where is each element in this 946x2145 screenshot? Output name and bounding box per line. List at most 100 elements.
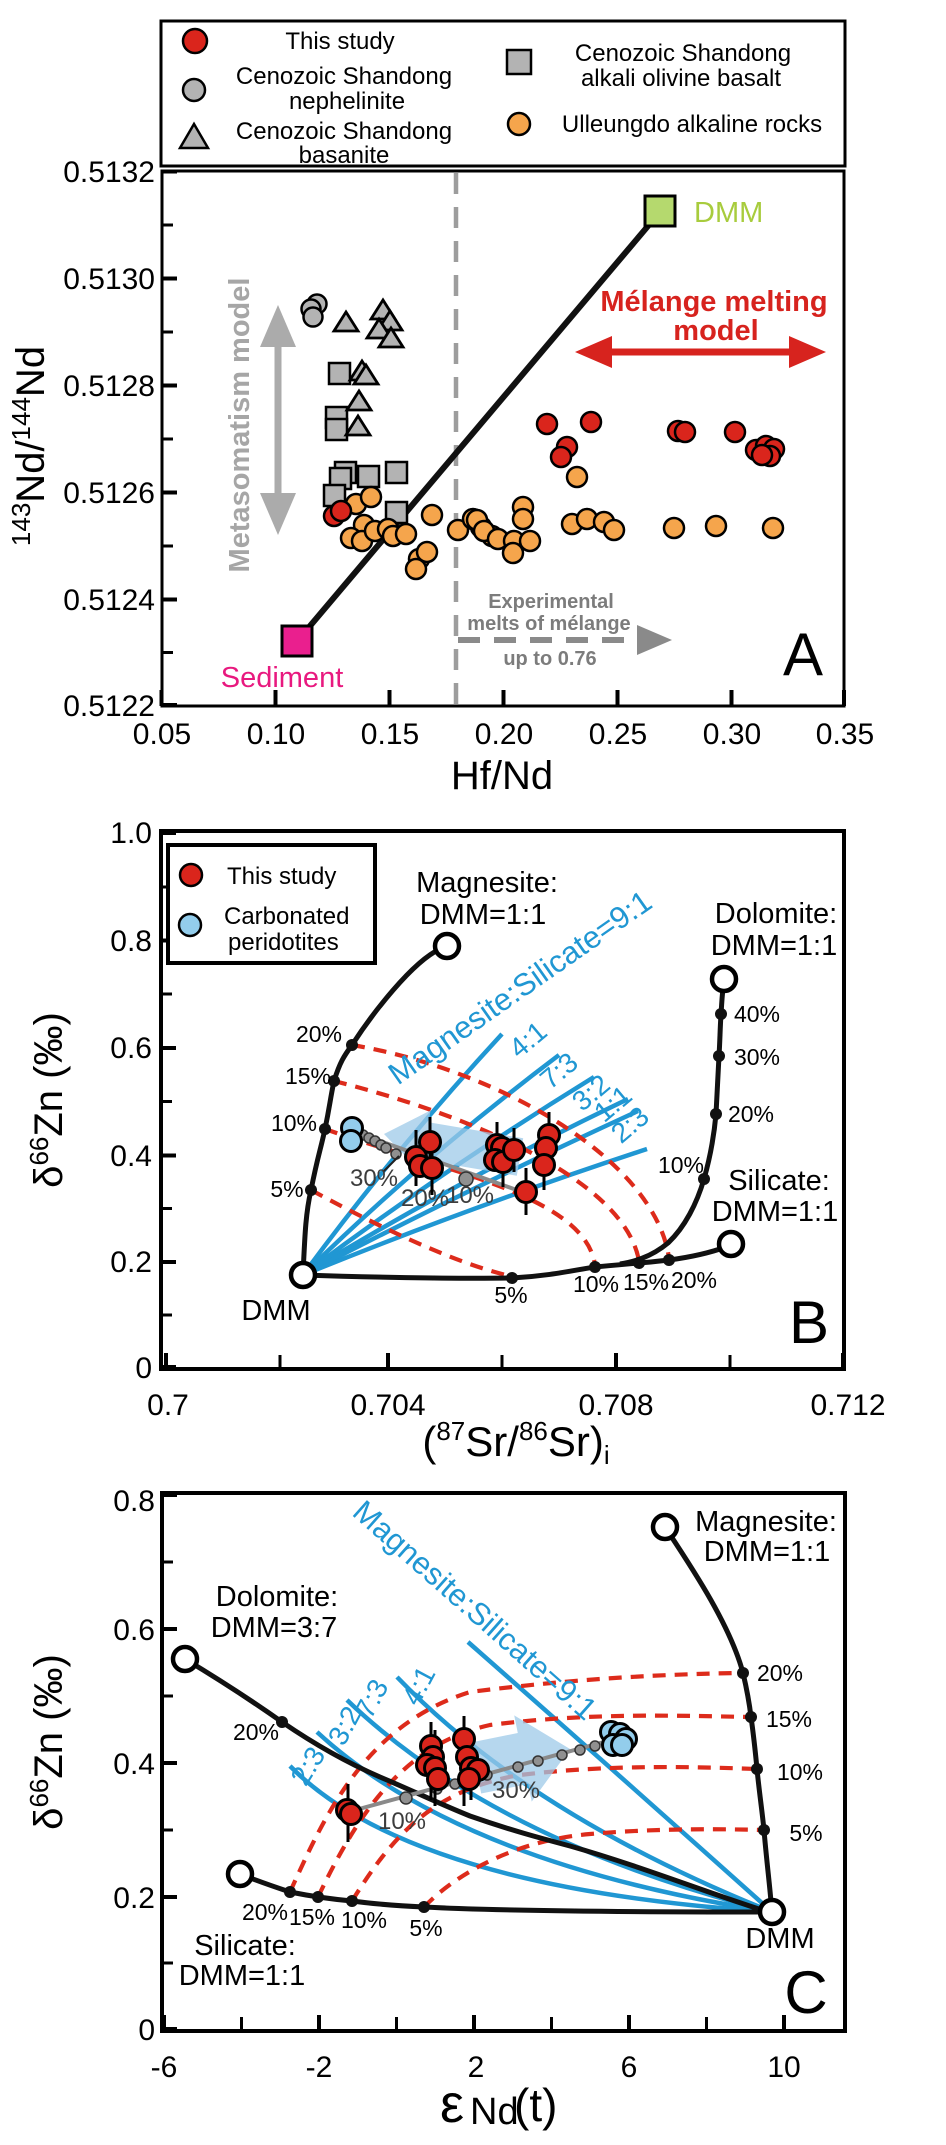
- svg-text:Dolomite:: Dolomite:: [715, 898, 838, 930]
- svg-text:DMM=3:7: DMM=3:7: [211, 1612, 338, 1644]
- svg-text:0.6: 0.6: [110, 1032, 152, 1065]
- svg-text:0.2: 0.2: [110, 1246, 152, 1279]
- svg-text:Cenozoic Shandong: Cenozoic Shandong: [575, 40, 791, 67]
- svg-text:0.30: 0.30: [703, 718, 761, 751]
- svg-text:0.712: 0.712: [810, 1389, 885, 1422]
- svg-text:0.5124: 0.5124: [63, 584, 155, 617]
- svg-text:basanite: basanite: [299, 142, 390, 169]
- svg-text:Sediment: Sediment: [221, 662, 344, 694]
- svg-text:(87Sr/86Sr)i: (87Sr/86Sr)i: [422, 1416, 609, 1470]
- svg-text:This study: This study: [227, 863, 336, 890]
- svg-text:Mélange melting: Mélange melting: [600, 286, 827, 318]
- svg-text:0.35: 0.35: [816, 718, 874, 751]
- svg-text:Metasomatism model: Metasomatism model: [224, 278, 256, 573]
- svg-text:5%: 5%: [789, 1820, 822, 1846]
- svg-text:0.8: 0.8: [110, 925, 152, 958]
- svg-text:40%: 40%: [734, 1001, 780, 1027]
- svg-text:10%: 10%: [341, 1907, 387, 1933]
- svg-text:0: 0: [135, 1352, 152, 1385]
- svg-text:-2: -2: [306, 2051, 333, 2084]
- svg-text:30%: 30%: [734, 1044, 780, 1070]
- svg-text:10%: 10%: [378, 1808, 426, 1835]
- svg-text:20%: 20%: [401, 1185, 449, 1212]
- svg-text:model: model: [673, 315, 758, 347]
- svg-text:0.7: 0.7: [147, 1389, 189, 1422]
- svg-text:Nd: Nd: [470, 2091, 519, 2133]
- svg-text:0.704: 0.704: [350, 1389, 425, 1422]
- svg-text:20%: 20%: [233, 1719, 279, 1745]
- svg-text:DMM: DMM: [745, 1923, 814, 1955]
- svg-text:0.05: 0.05: [133, 718, 191, 751]
- svg-text:0.4: 0.4: [113, 1748, 155, 1781]
- svg-text:5%: 5%: [409, 1915, 442, 1941]
- svg-text:0.5122: 0.5122: [63, 690, 155, 723]
- svg-text:0.6: 0.6: [113, 1614, 155, 1647]
- svg-text:30%: 30%: [492, 1777, 540, 1804]
- svg-text:Silicate:: Silicate:: [728, 1165, 830, 1197]
- svg-text:0.8: 0.8: [113, 1485, 155, 1518]
- svg-text:C: C: [784, 1959, 827, 2026]
- svg-text:6: 6: [621, 2051, 638, 2084]
- svg-text:-6: -6: [151, 2051, 178, 2084]
- svg-text:B: B: [789, 1289, 829, 1356]
- svg-text:melts of mélange: melts of mélange: [467, 613, 630, 635]
- svg-text:10%: 10%: [658, 1152, 704, 1178]
- svg-text:0.2: 0.2: [113, 1882, 155, 1915]
- svg-text:20%: 20%: [757, 1660, 803, 1686]
- svg-text:Experimental: Experimental: [488, 591, 614, 613]
- svg-text:DMM: DMM: [694, 197, 763, 229]
- svg-text:15%: 15%: [623, 1269, 669, 1295]
- svg-text:(t): (t): [514, 2079, 557, 2131]
- svg-text:15%: 15%: [285, 1063, 331, 1089]
- svg-text:DMM=1:1: DMM=1:1: [179, 1960, 306, 1992]
- svg-text:0.4: 0.4: [110, 1140, 152, 1173]
- svg-text:15%: 15%: [289, 1904, 335, 1930]
- svg-text:0.708: 0.708: [578, 1389, 653, 1422]
- svg-text:1.0: 1.0: [110, 817, 152, 850]
- svg-text:Magnesite:: Magnesite:: [695, 1506, 837, 1538]
- svg-text:10: 10: [767, 2051, 800, 2084]
- svg-text:30%: 30%: [350, 1165, 398, 1192]
- svg-text:20%: 20%: [296, 1021, 342, 1047]
- svg-text:20%: 20%: [671, 1267, 717, 1293]
- svg-text:ε: ε: [440, 2074, 464, 2134]
- svg-text:0.15: 0.15: [361, 718, 419, 751]
- svg-text:This study: This study: [285, 28, 394, 55]
- svg-text:peridotites: peridotites: [228, 929, 339, 956]
- svg-text:15%: 15%: [766, 1706, 812, 1732]
- svg-text:DMM=1:1: DMM=1:1: [711, 930, 838, 962]
- svg-text:143Nd/144Nd: 143Nd/144Nd: [6, 346, 53, 546]
- svg-text:Hf/Nd: Hf/Nd: [451, 754, 553, 798]
- svg-text:Ulleungdo alkaline rocks: Ulleungdo alkaline rocks: [562, 111, 822, 138]
- svg-text:DMM=1:1: DMM=1:1: [712, 1196, 839, 1228]
- svg-text:DMM: DMM: [241, 1295, 310, 1327]
- svg-text:20%: 20%: [242, 1899, 288, 1925]
- svg-text:nephelinite: nephelinite: [289, 88, 405, 115]
- svg-text:10%: 10%: [573, 1271, 619, 1297]
- svg-text:δ66Zn (‰): δ66Zn (‰): [24, 1654, 71, 1830]
- svg-text:Magnesite:: Magnesite:: [416, 867, 558, 899]
- svg-text:10%: 10%: [271, 1110, 317, 1136]
- svg-text:0.25: 0.25: [589, 718, 647, 751]
- svg-text:Carbonated: Carbonated: [224, 903, 349, 930]
- svg-text:0: 0: [138, 2014, 155, 2047]
- svg-text:0.5130: 0.5130: [63, 263, 155, 296]
- svg-text:up to 0.76: up to 0.76: [503, 648, 596, 670]
- svg-text:5%: 5%: [270, 1176, 303, 1202]
- svg-text:0.5128: 0.5128: [63, 370, 155, 403]
- svg-text:5%: 5%: [494, 1282, 527, 1308]
- svg-text:alkali olivine basalt: alkali olivine basalt: [581, 65, 781, 92]
- svg-text:20%: 20%: [728, 1101, 774, 1127]
- svg-text:0.5132: 0.5132: [63, 156, 155, 189]
- svg-text:Cenozoic Shandong: Cenozoic Shandong: [236, 63, 452, 90]
- svg-text:A: A: [783, 621, 823, 688]
- svg-text:10%: 10%: [777, 1759, 823, 1785]
- svg-text:Silicate:: Silicate:: [194, 1930, 296, 1962]
- svg-text:0.20: 0.20: [475, 718, 533, 751]
- svg-text:Dolomite:: Dolomite:: [216, 1581, 339, 1613]
- svg-text:DMM=1:1: DMM=1:1: [704, 1536, 831, 1568]
- svg-text:10%: 10%: [446, 1182, 494, 1209]
- svg-text:DMM=1:1: DMM=1:1: [420, 899, 547, 931]
- svg-text:2: 2: [468, 2051, 485, 2084]
- svg-text:Cenozoic Shandong: Cenozoic Shandong: [236, 118, 452, 145]
